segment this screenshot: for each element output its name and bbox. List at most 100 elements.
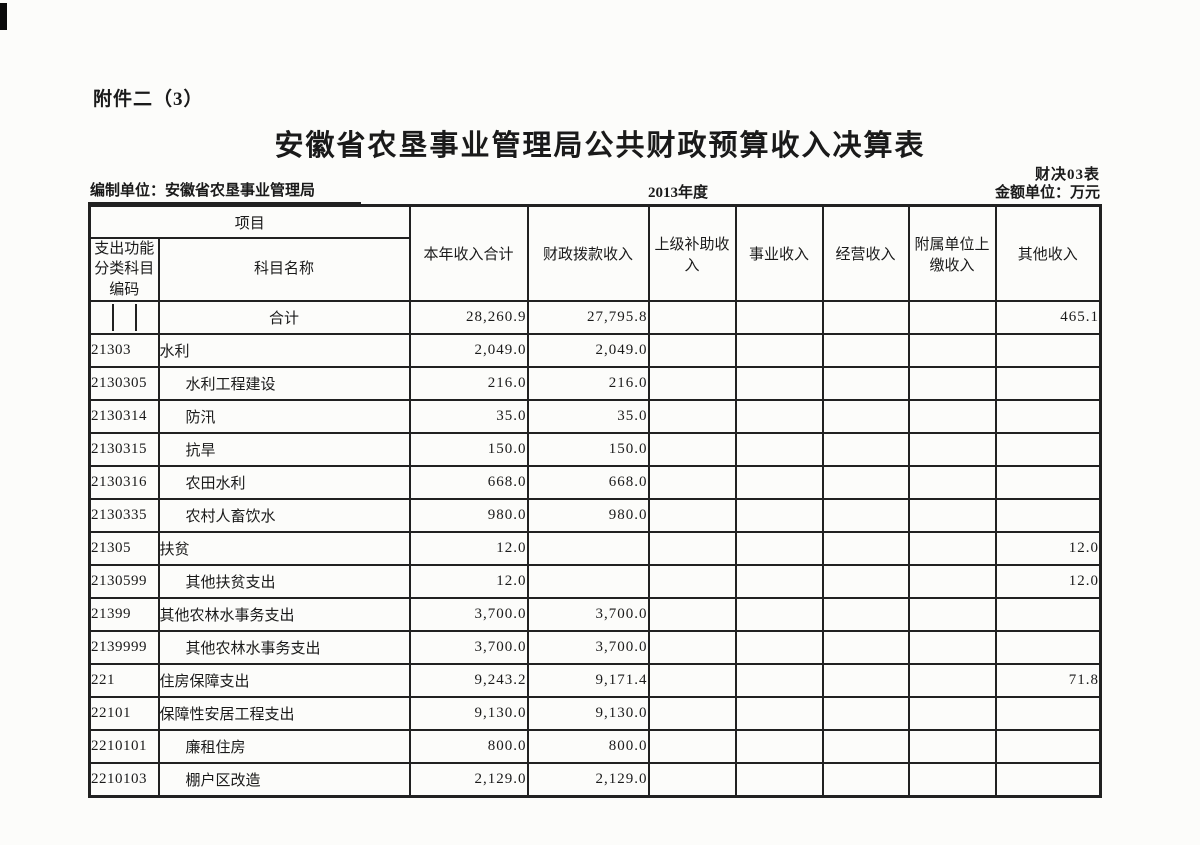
value-cell: 71.8 — [994, 663, 1102, 698]
code-cell — [88, 300, 160, 335]
value-cell — [994, 366, 1102, 401]
value-cell — [821, 597, 910, 632]
value-cell — [734, 333, 824, 368]
table-row: 2130314 防汛 35.0 35.0 — [88, 399, 1102, 434]
amount-unit-label: 金额单位：万元 — [994, 185, 1100, 201]
value-cell — [994, 630, 1102, 665]
code-cell: 22101 — [88, 696, 160, 731]
value-cell: 35.0 — [526, 399, 650, 434]
table-row: 2130599 其他扶贫支出 12.0 12.0 — [88, 564, 1102, 599]
code-cell: 2130599 — [88, 564, 160, 599]
value-cell — [907, 498, 997, 533]
code-subcell — [137, 304, 157, 331]
value-cell — [734, 432, 824, 467]
subject-name-cell: 水利 — [157, 333, 411, 368]
value-cell — [821, 432, 910, 467]
value-cell — [734, 696, 824, 731]
code-cell: 2130315 — [88, 432, 160, 467]
subject-name-cell: 农田水利 — [157, 465, 411, 500]
value-cell: 2,049.0 — [526, 333, 650, 368]
table-row: 21305 扶贫 12.0 12.0 — [88, 531, 1102, 566]
code-cell: 21303 — [88, 333, 160, 368]
value-cell — [734, 597, 824, 632]
header-col-other-income: 其他收入 — [994, 204, 1102, 302]
value-cell — [647, 300, 737, 335]
value-cell — [647, 498, 737, 533]
header-col-total-income: 本年收入合计 — [408, 204, 529, 302]
code-cell: 21305 — [88, 531, 160, 566]
value-cell — [994, 762, 1102, 798]
value-cell — [907, 729, 997, 764]
value-cell — [821, 762, 910, 798]
value-cell: 9,130.0 — [408, 696, 529, 731]
value-cell — [821, 366, 910, 401]
value-cell: 800.0 — [526, 729, 650, 764]
subject-name-cell: 保障性安居工程支出 — [157, 696, 411, 731]
prepared-by: 编制单位：安徽省农垦事业管理局 — [88, 179, 362, 204]
value-cell — [907, 432, 997, 467]
value-cell: 800.0 — [408, 729, 529, 764]
value-cell: 35.0 — [408, 399, 529, 434]
value-cell — [821, 333, 910, 368]
table-row: 21303 水利 2,049.0 2,049.0 — [88, 333, 1102, 368]
value-cell: 465.1 — [994, 300, 1102, 335]
value-cell — [821, 564, 910, 599]
value-cell — [734, 564, 824, 599]
value-cell — [647, 729, 737, 764]
value-cell: 12.0 — [994, 531, 1102, 566]
code-subcell — [114, 304, 137, 331]
value-cell: 3,700.0 — [526, 597, 650, 632]
header-code: 支出功能分类科目编码 — [88, 237, 160, 302]
table-row: 2210103 棚户区改造 2,129.0 2,129.0 — [88, 762, 1102, 798]
value-cell — [734, 762, 824, 798]
code-cell: 2130314 — [88, 399, 160, 434]
value-cell — [734, 399, 824, 434]
value-cell — [821, 663, 910, 698]
value-cell — [821, 300, 910, 335]
subject-name-cell: 住房保障支出 — [157, 663, 411, 698]
value-cell: 668.0 — [526, 465, 650, 500]
header-col-superior-subsidy: 上级补助收入 — [647, 204, 737, 302]
budget-table: 项目 本年收入合计 财政拨款收入 上级补助收入 事业收入 经营收入 附属单位上缴… — [88, 204, 1103, 798]
value-cell: 980.0 — [408, 498, 529, 533]
value-cell — [821, 696, 910, 731]
value-cell — [647, 333, 737, 368]
value-cell — [647, 762, 737, 798]
value-cell — [821, 531, 910, 566]
value-cell — [647, 531, 737, 566]
value-cell: 2,049.0 — [408, 333, 529, 368]
value-cell: 3,700.0 — [408, 597, 529, 632]
info-line: 编制单位：安徽省农垦事业管理局 2013年度 金额单位：万元 — [88, 179, 1100, 204]
value-cell — [734, 366, 824, 401]
value-cell — [994, 465, 1102, 500]
value-cell — [907, 465, 997, 500]
value-cell — [734, 630, 824, 665]
value-cell — [907, 597, 997, 632]
table-row: 2130316 农田水利 668.0 668.0 — [88, 465, 1102, 500]
value-cell — [647, 597, 737, 632]
value-cell — [994, 333, 1102, 368]
value-cell — [647, 663, 737, 698]
code-cell: 21399 — [88, 597, 160, 632]
value-cell — [526, 531, 650, 566]
code-cell: 2210103 — [88, 762, 160, 798]
value-cell: 12.0 — [408, 531, 529, 566]
subject-name-cell: 抗旱 — [157, 432, 411, 467]
value-cell — [821, 729, 910, 764]
value-cell — [994, 696, 1102, 731]
subject-name-cell: 其他农林水事务支出 — [157, 630, 411, 665]
table-row: 221 住房保障支出 9,243.2 9,171.4 71.8 — [88, 663, 1102, 698]
code-cell: 2139999 — [88, 630, 160, 665]
table-row: 21399 其他农林水事务支出 3,700.0 3,700.0 — [88, 597, 1102, 632]
value-cell — [907, 564, 997, 599]
subject-name-cell: 水利工程建设 — [157, 366, 411, 401]
value-cell — [907, 630, 997, 665]
value-cell — [907, 366, 997, 401]
value-cell — [821, 630, 910, 665]
table-row: 2210101 廉租住房 800.0 800.0 — [88, 729, 1102, 764]
value-cell: 216.0 — [526, 366, 650, 401]
value-cell — [734, 300, 824, 335]
code-cell: 2130305 — [88, 366, 160, 401]
value-cell — [647, 630, 737, 665]
